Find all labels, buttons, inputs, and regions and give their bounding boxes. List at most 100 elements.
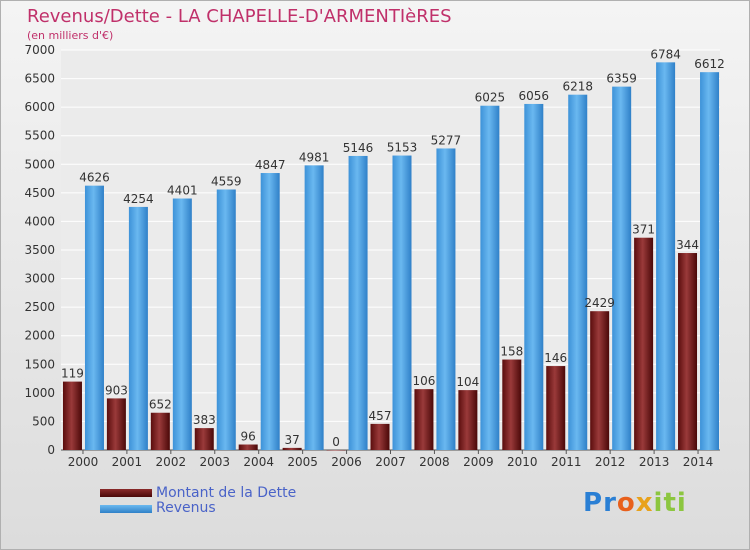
bar-revenus-2004 (260, 173, 280, 450)
data-label-revenus: 6056 (519, 89, 550, 103)
x-tick-label: 2009 (463, 455, 494, 469)
y-tick-label: 3500 (24, 243, 55, 257)
y-tick-label: 1500 (24, 357, 55, 371)
bar-revenus-2001 (128, 206, 148, 450)
data-label-dette: 158 (500, 345, 523, 359)
bar-revenus-2006 (348, 155, 368, 450)
logo-letter: i (653, 488, 664, 518)
bar-dette-2005 (282, 447, 302, 450)
data-label-dette: 0 (332, 435, 340, 449)
x-tick-label: 2002 (156, 455, 187, 469)
x-tick-label: 2006 (331, 455, 362, 469)
data-label-revenus: 5277 (431, 133, 462, 147)
bar-revenus-2009 (480, 105, 500, 450)
data-label-dette: 104 (456, 375, 479, 389)
y-tick-label: 2500 (24, 300, 55, 314)
y-tick-label: 5000 (24, 157, 55, 171)
data-label-revenus: 6612 (694, 57, 725, 71)
x-tick-label: 2008 (419, 455, 450, 469)
y-tick-label: 5500 (24, 129, 55, 143)
data-label-revenus: 4847 (255, 158, 286, 172)
y-tick-label: 3000 (24, 272, 55, 286)
data-label-dette: 383 (193, 413, 216, 427)
bar-dette-2010 (502, 359, 522, 450)
logo-letter: P (583, 488, 604, 518)
x-tick-label: 2011 (551, 455, 582, 469)
bar-revenus-2012 (612, 86, 632, 450)
logo-letter: r (603, 488, 617, 518)
bar-revenus-2011 (568, 94, 588, 450)
y-tick-label: 4000 (24, 214, 55, 228)
bar-dette-2002 (150, 412, 170, 450)
y-tick-label: 6000 (24, 100, 55, 114)
bar-dette-2013 (634, 237, 654, 450)
data-label-revenus: 4254 (123, 192, 154, 206)
data-label-revenus: 5146 (343, 141, 374, 155)
logo-letter: t (663, 488, 677, 518)
data-label-dette: 903 (105, 383, 128, 397)
bar-dette-2003 (194, 428, 214, 450)
y-tick-label: 2000 (24, 329, 55, 343)
y-tick-label: 7000 (24, 43, 55, 57)
y-tick-label: 500 (32, 414, 55, 428)
chart-subtitle: (en milliers d'€) (27, 29, 114, 42)
x-tick-label: 2013 (639, 455, 670, 469)
data-label-dette: 652 (149, 398, 172, 412)
x-tick-label: 2012 (595, 455, 626, 469)
bar-revenus-2014 (700, 72, 720, 451)
logo-letter: i (676, 488, 687, 518)
bar-dette-2011 (546, 366, 566, 450)
data-label-revenus: 4981 (299, 150, 330, 164)
y-tick-label: 4500 (24, 186, 55, 200)
x-tick-label: 2010 (507, 455, 538, 469)
legend-label-revenus: Revenus (156, 500, 216, 516)
data-label-revenus: 6359 (606, 72, 637, 86)
data-label-dette: 96 (241, 430, 256, 444)
bar-dette-2012 (590, 311, 610, 450)
data-label-dette: 146 (544, 351, 567, 365)
proxiti-logo: Proxiti (583, 488, 687, 518)
bar-dette-2006 (326, 450, 346, 451)
legend-swatch-revenus (100, 505, 152, 513)
bar-dette-2007 (370, 423, 390, 450)
bar-revenus-2007 (392, 155, 412, 451)
bar-revenus-2005 (304, 165, 324, 450)
data-label-revenus: 4626 (79, 171, 110, 185)
bar-dette-2008 (414, 389, 434, 450)
logo-letter: x (635, 488, 654, 518)
x-tick-label: 2001 (112, 455, 143, 469)
data-label-revenus: 6025 (475, 91, 506, 105)
x-tick-label: 2007 (375, 455, 406, 469)
legend-swatch-debt (100, 489, 152, 497)
bar-revenus-2000 (84, 185, 104, 450)
data-label-dette: 344 (676, 238, 699, 252)
bar-dette-2014 (678, 253, 698, 450)
bar-dette-2004 (238, 444, 258, 450)
data-label-dette: 106 (412, 374, 435, 388)
x-tick-label: 2003 (199, 455, 230, 469)
x-tick-label: 2000 (68, 455, 99, 469)
data-label-revenus: 4401 (167, 184, 198, 198)
data-label-dette: 457 (369, 409, 392, 423)
data-label-dette: 371 (632, 223, 655, 237)
data-label-revenus: 5153 (387, 141, 418, 155)
bar-revenus-2003 (216, 189, 236, 450)
bar-dette-2001 (106, 398, 126, 450)
data-label-revenus: 4559 (211, 174, 242, 188)
data-label-dette: 119 (61, 367, 84, 381)
bar-revenus-2002 (172, 198, 192, 450)
x-tick-label: 2004 (243, 455, 274, 469)
bar-revenus-2013 (656, 62, 676, 450)
chart-title: Revenus/Dette - LA CHAPELLE-D'ARMENTIèRE… (27, 6, 452, 27)
data-label-revenus: 6784 (650, 47, 681, 61)
bar-dette-2009 (458, 390, 478, 450)
y-tick-label: 6500 (24, 72, 55, 86)
data-label-revenus: 6218 (562, 80, 593, 94)
x-tick-label: 2014 (683, 455, 714, 469)
x-tick-label: 2005 (287, 455, 318, 469)
bar-revenus-2008 (436, 148, 456, 450)
bar-dette-2000 (62, 381, 82, 450)
y-tick-label: 1000 (24, 386, 55, 400)
y-tick-label: 0 (47, 443, 55, 457)
